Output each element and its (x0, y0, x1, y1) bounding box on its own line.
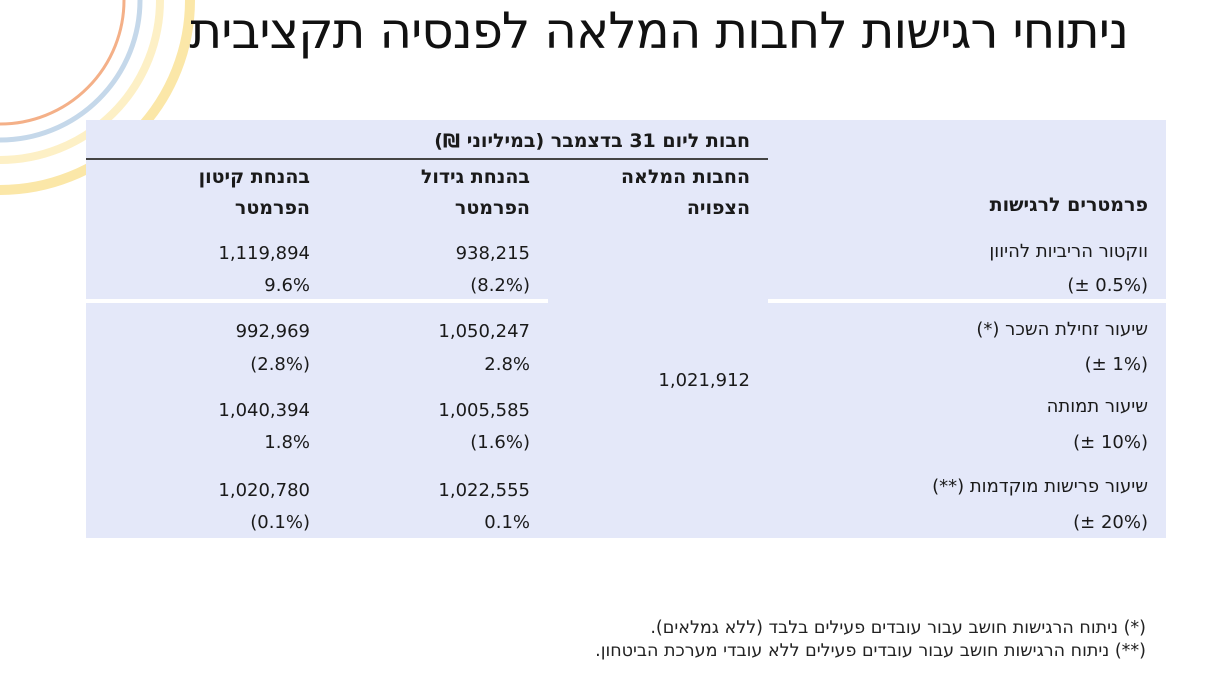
footnote-2: (**) ניתוח הרגישות חושב עבור עובדים פעיל… (595, 641, 1146, 661)
col-header-decrease: בהנחת קיטון הפרמטר (198, 166, 310, 219)
decrease-pct: (0.1%) (250, 512, 310, 533)
col-header-parameters: פרמטרים לרגישות (989, 194, 1148, 216)
expected-liability-value: 1,021,912 (658, 370, 750, 391)
footnotes: (*) ניתוח הרגישות חושב עבור עובדים פעילי… (595, 617, 1146, 663)
decrease-pct: 1.8% (264, 432, 310, 453)
increase-value: 1,022,555 (438, 480, 530, 501)
parameter-name: שיעור תמותה (1046, 396, 1148, 417)
decrease-value: 1,020,780 (218, 480, 310, 501)
page-title: ניתוחי רגישות לחבות המלאה לפנסיה תקציבית (189, 2, 1129, 60)
increase-pct: 2.8% (484, 354, 530, 375)
group-header-underline (86, 158, 768, 160)
parameter-range: (± 0.5%) (1067, 275, 1148, 296)
decrease-value: 992,969 (235, 321, 310, 342)
col-header-expected: החבות המלאה הצפויה (621, 166, 750, 219)
increase-value: 938,215 (455, 243, 530, 264)
increase-pct: (8.2%) (470, 275, 530, 296)
parameter-name: שיעור פרישות מוקדמות (**) (932, 476, 1148, 497)
increase-value: 1,050,247 (438, 321, 530, 342)
row-separator (86, 299, 548, 303)
group-header: חבות ליום 31 בדצמבר (במיליוני ₪) (434, 130, 750, 152)
increase-pct: 0.1% (484, 512, 530, 533)
increase-pct: (1.6%) (470, 432, 530, 453)
parameter-name: ווקטור הריביות להיוון (989, 241, 1148, 262)
parameter-name: שיעור זחילת השכר (*) (976, 319, 1148, 340)
parameter-range: (± 20%) (1073, 512, 1148, 533)
parameter-range: (± 1%) (1084, 354, 1148, 375)
decrease-value: 1,119,894 (218, 243, 310, 264)
parameter-range: (± 10%) (1073, 432, 1148, 453)
footnote-1: (*) ניתוח הרגישות חושב עבור עובדים פעילי… (650, 618, 1146, 638)
decrease-pct: 9.6% (264, 275, 310, 296)
col-header-increase: בהנחת גידול הפרמטר (420, 166, 530, 219)
decrease-value: 1,040,394 (218, 400, 310, 421)
decrease-pct: (2.8%) (250, 354, 310, 375)
sensitivity-table: חבות ליום 31 בדצמבר (במיליוני ₪) בהנחת ק… (86, 120, 1166, 538)
increase-value: 1,005,585 (438, 400, 530, 421)
row-separator (768, 299, 1166, 303)
